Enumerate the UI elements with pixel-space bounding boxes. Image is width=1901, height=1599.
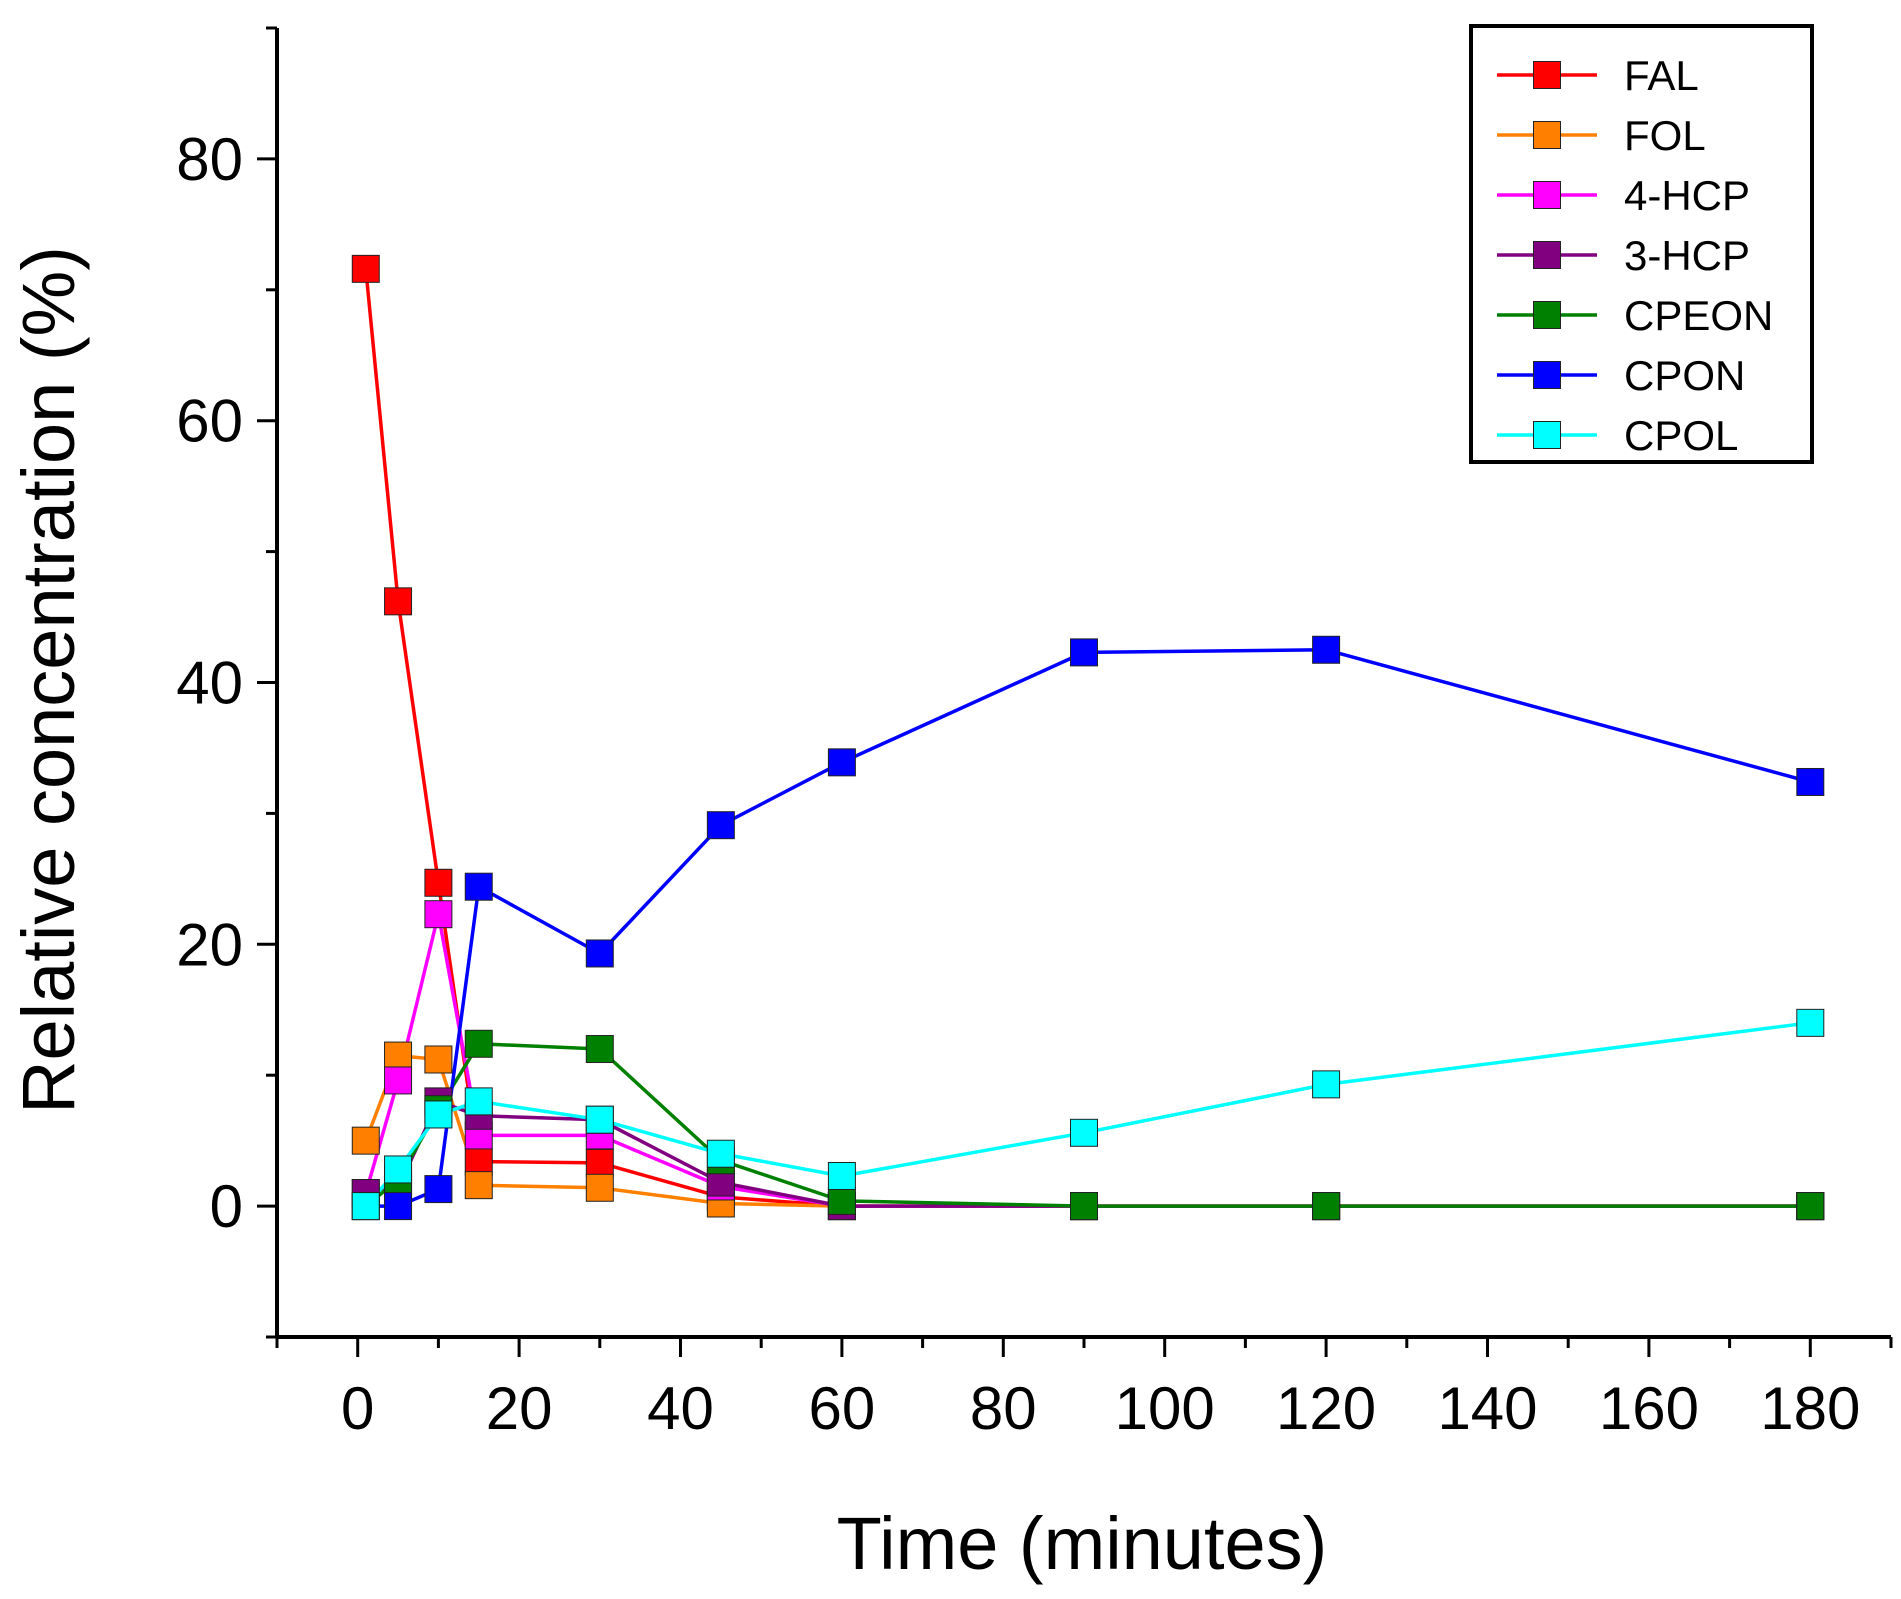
x-axis-title: Time (minutes) xyxy=(837,1502,1328,1585)
y-tick-label: 20 xyxy=(176,911,243,978)
marker-fal xyxy=(384,587,413,616)
marker-cpon xyxy=(585,939,614,968)
marker-cpol xyxy=(424,1100,453,1129)
x-tick-label: 120 xyxy=(1276,1375,1376,1442)
x-tick-label: 40 xyxy=(647,1375,714,1442)
legend-label-fal: FAL xyxy=(1624,52,1699,99)
x-tick-label: 60 xyxy=(809,1375,876,1442)
tick-labels: 0 20 40 60 80 100 120 140 160 180 0 20 40 60 80 xyxy=(176,126,1860,1442)
marker-cpeon xyxy=(1070,1192,1098,1221)
y-tick-label: 40 xyxy=(176,650,243,717)
x-tick-label: 20 xyxy=(486,1375,553,1442)
x-tick-label: 160 xyxy=(1599,1375,1699,1442)
marker-cpon xyxy=(827,748,856,777)
series-markers xyxy=(351,254,1825,1221)
marker-cpon xyxy=(464,872,493,901)
y-tick-label: 80 xyxy=(176,126,243,193)
marker-fol xyxy=(384,1041,413,1070)
legend-marker-3-hcp xyxy=(1533,241,1561,269)
marker-4-hcp xyxy=(424,900,453,929)
series-line-cpol xyxy=(364,1021,1811,1208)
marker-cpol xyxy=(827,1161,856,1190)
legend-marker-cpeon xyxy=(1533,301,1561,329)
legend-marker-fal xyxy=(1533,61,1561,89)
marker-cpon xyxy=(384,1192,413,1221)
marker-cpol xyxy=(706,1139,735,1168)
legend-label-4-hcp: 4-HCP xyxy=(1624,172,1750,219)
marker-cpon xyxy=(1312,635,1341,664)
marker-cpol xyxy=(1796,1008,1825,1037)
marker-fal xyxy=(424,868,453,897)
marker-cpol xyxy=(585,1105,614,1134)
x-tick-label: 140 xyxy=(1437,1375,1537,1442)
marker-fal xyxy=(351,254,380,283)
axes xyxy=(257,26,1893,1357)
marker-fol xyxy=(464,1171,493,1200)
marker-cpol xyxy=(1070,1118,1098,1147)
marker-cpeon xyxy=(1796,1192,1825,1221)
y-axis-title: Relative concentration (%) xyxy=(7,246,90,1114)
marker-cpon xyxy=(424,1175,453,1204)
marker-fol xyxy=(585,1173,614,1202)
marker-cpon xyxy=(1070,638,1098,667)
legend-label-cpon: CPON xyxy=(1624,352,1745,399)
marker-cpon xyxy=(1796,767,1825,796)
marker-cpol xyxy=(351,1192,380,1221)
legend-box xyxy=(1469,24,1814,464)
y-tick-label: 60 xyxy=(176,388,243,455)
marker-cpon xyxy=(706,811,735,840)
legend-label-cpol: CPOL xyxy=(1624,412,1738,459)
x-tick-label: 180 xyxy=(1760,1375,1860,1442)
marker-cpol xyxy=(1312,1070,1341,1099)
marker-cpol xyxy=(464,1087,493,1116)
legend-label-cpeon: CPEON xyxy=(1624,292,1773,339)
marker-4-hcp xyxy=(384,1066,413,1095)
marker-cpeon xyxy=(827,1186,856,1215)
legend-marker-4-hcp xyxy=(1533,181,1561,209)
marker-fal xyxy=(464,1147,493,1176)
y-tick-label: 0 xyxy=(210,1173,243,1240)
x-tick-label: 80 xyxy=(970,1375,1037,1442)
marker-fol xyxy=(424,1045,453,1074)
marker-cpeon xyxy=(1312,1192,1341,1221)
x-tick-label: 0 xyxy=(341,1375,374,1442)
legend-marker-cpol xyxy=(1533,421,1561,449)
legend-label-fol: FOL xyxy=(1624,112,1706,159)
legend: FAL FOL 4-HCP 3-HCP CPEON CPON CPOL xyxy=(1469,24,1814,464)
legend-label-3-hcp: 3-HCP xyxy=(1624,232,1750,279)
legend-marker-cpon xyxy=(1533,361,1561,389)
series-line-cpon xyxy=(365,648,1811,1208)
series-lines xyxy=(364,268,1811,1208)
marker-cpol xyxy=(384,1155,413,1184)
legend-marker-fol xyxy=(1533,121,1561,149)
marker-fal xyxy=(585,1148,614,1177)
marker-fol xyxy=(351,1126,380,1155)
marker-cpeon xyxy=(585,1035,614,1064)
x-tick-label: 100 xyxy=(1115,1375,1215,1442)
marker-cpeon xyxy=(464,1029,493,1058)
